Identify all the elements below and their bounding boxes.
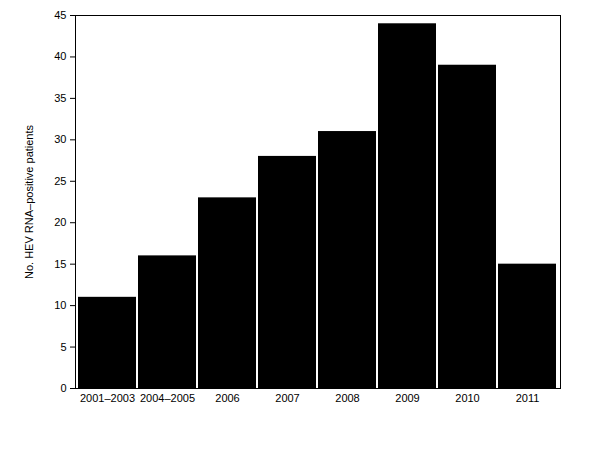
svg-text:2006: 2006 [215, 392, 239, 404]
svg-text:45: 45 [54, 9, 66, 21]
svg-text:30: 30 [54, 133, 66, 145]
svg-text:2011: 2011 [516, 392, 540, 404]
svg-text:2008: 2008 [335, 392, 359, 404]
svg-text:2009: 2009 [395, 392, 419, 404]
svg-text:2001–2003: 2001–2003 [80, 392, 135, 404]
svg-text:40: 40 [54, 50, 66, 62]
svg-text:2007: 2007 [275, 392, 299, 404]
svg-text:15: 15 [54, 258, 66, 270]
svg-text:2004–2005: 2004–2005 [140, 392, 195, 404]
svg-text:25: 25 [54, 175, 66, 187]
svg-text:5: 5 [60, 341, 66, 353]
svg-text:20: 20 [54, 216, 66, 228]
svg-text:10: 10 [54, 299, 66, 311]
svg-text:2010: 2010 [455, 392, 479, 404]
svg-text:0: 0 [60, 382, 66, 394]
svg-text:35: 35 [54, 92, 66, 104]
svg-text:No. HEV RNA–positive patients: No. HEV RNA–positive patients [23, 124, 35, 279]
